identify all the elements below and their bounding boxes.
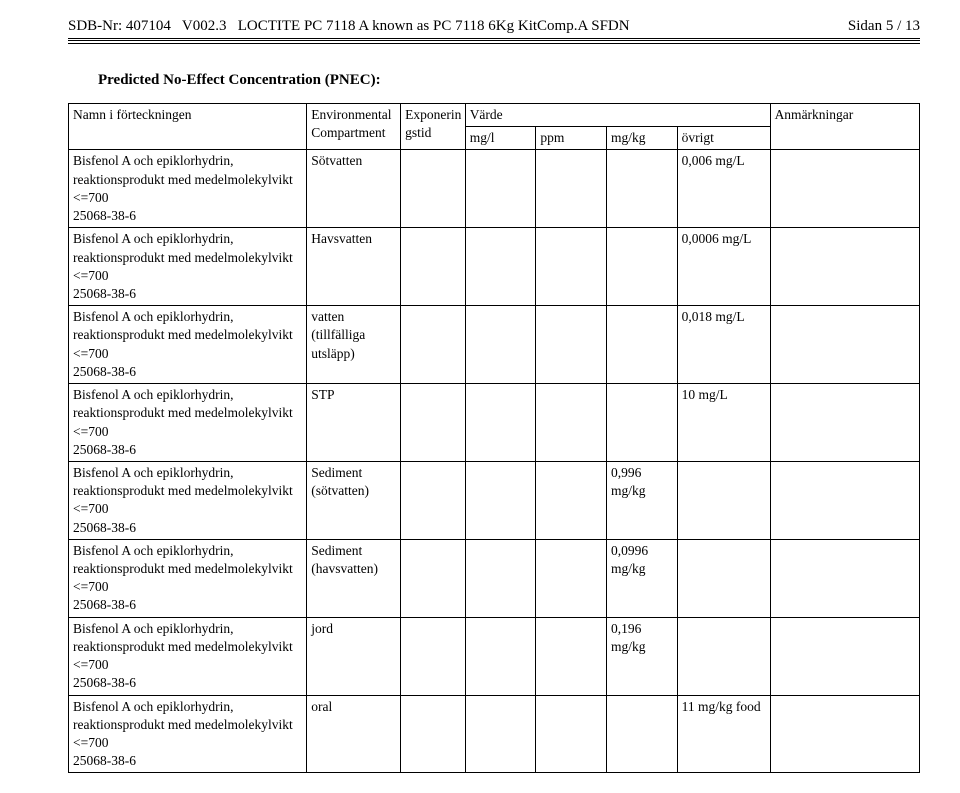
cell-ovrigt: 10 mg/L bbox=[677, 384, 770, 462]
cell-exp bbox=[401, 384, 466, 462]
col-varde: Värde bbox=[465, 104, 770, 127]
cell-mgl bbox=[465, 228, 536, 306]
cell-mgl bbox=[465, 617, 536, 695]
col-mgl: mg/l bbox=[465, 127, 536, 150]
cell-ppm bbox=[536, 228, 607, 306]
cell-mgkg bbox=[607, 695, 678, 773]
cell-ppm bbox=[536, 617, 607, 695]
cell-name: Bisfenol A och epiklorhydrin, reaktionsp… bbox=[69, 306, 307, 384]
pnec-table: Namn i förteckningen Environmental Compa… bbox=[68, 103, 920, 773]
cell-ppm bbox=[536, 150, 607, 228]
col-mgkg: mg/kg bbox=[607, 127, 678, 150]
cell-exp bbox=[401, 695, 466, 773]
cell-name: Bisfenol A och epiklorhydrin, reaktionsp… bbox=[69, 228, 307, 306]
cell-anm bbox=[770, 461, 919, 539]
cell-mgl bbox=[465, 150, 536, 228]
cell-ovrigt: 0,006 mg/L bbox=[677, 150, 770, 228]
rule-single bbox=[68, 43, 920, 44]
cell-env: jord bbox=[307, 617, 401, 695]
cell-env: vatten (tillfälliga utsläpp) bbox=[307, 306, 401, 384]
cell-ovrigt: 0,0006 mg/L bbox=[677, 228, 770, 306]
col-env: Environmental Compartment bbox=[307, 104, 401, 150]
cell-exp bbox=[401, 539, 466, 617]
cell-anm bbox=[770, 150, 919, 228]
rule-double bbox=[68, 38, 920, 41]
cell-anm bbox=[770, 695, 919, 773]
cell-mgkg bbox=[607, 150, 678, 228]
cell-ovrigt bbox=[677, 617, 770, 695]
cell-env: oral bbox=[307, 695, 401, 773]
col-anm: Anmärkningar bbox=[770, 104, 919, 150]
cell-ppm bbox=[536, 461, 607, 539]
cell-ovrigt bbox=[677, 539, 770, 617]
table-row: Bisfenol A och epiklorhydrin, reaktionsp… bbox=[69, 539, 920, 617]
cell-name: Bisfenol A och epiklorhydrin, reaktionsp… bbox=[69, 150, 307, 228]
col-name: Namn i förteckningen bbox=[69, 104, 307, 150]
cell-exp bbox=[401, 617, 466, 695]
cell-ppm bbox=[536, 695, 607, 773]
header-page: Sidan 5 / 13 bbox=[848, 18, 920, 35]
table-row: Bisfenol A och epiklorhydrin, reaktionsp… bbox=[69, 461, 920, 539]
cell-mgl bbox=[465, 461, 536, 539]
cell-name: Bisfenol A och epiklorhydrin, reaktionsp… bbox=[69, 539, 307, 617]
cell-env: Sötvatten bbox=[307, 150, 401, 228]
cell-ppm bbox=[536, 384, 607, 462]
table-row: Bisfenol A och epiklorhydrin, reaktionsp… bbox=[69, 384, 920, 462]
cell-exp bbox=[401, 228, 466, 306]
cell-exp bbox=[401, 461, 466, 539]
col-ovrigt: övrigt bbox=[677, 127, 770, 150]
table-row: Bisfenol A och epiklorhydrin, reaktionsp… bbox=[69, 306, 920, 384]
table-row: Bisfenol A och epiklorhydrin, reaktionsp… bbox=[69, 617, 920, 695]
cell-name: Bisfenol A och epiklorhydrin, reaktionsp… bbox=[69, 461, 307, 539]
cell-env: STP bbox=[307, 384, 401, 462]
cell-exp bbox=[401, 150, 466, 228]
col-ppm: ppm bbox=[536, 127, 607, 150]
cell-mgkg bbox=[607, 384, 678, 462]
cell-exp bbox=[401, 306, 466, 384]
cell-ovrigt: 0,018 mg/L bbox=[677, 306, 770, 384]
table-header-row-1: Namn i förteckningen Environmental Compa… bbox=[69, 104, 920, 127]
cell-mgl bbox=[465, 384, 536, 462]
cell-ppm bbox=[536, 539, 607, 617]
cell-anm bbox=[770, 306, 919, 384]
cell-mgkg bbox=[607, 306, 678, 384]
cell-ovrigt bbox=[677, 461, 770, 539]
cell-anm bbox=[770, 384, 919, 462]
cell-mgkg bbox=[607, 228, 678, 306]
cell-mgl bbox=[465, 695, 536, 773]
cell-ppm bbox=[536, 306, 607, 384]
cell-env: Havsvatten bbox=[307, 228, 401, 306]
table-row: Bisfenol A och epiklorhydrin, reaktionsp… bbox=[69, 695, 920, 773]
cell-ovrigt: 11 mg/kg food bbox=[677, 695, 770, 773]
cell-mgkg: 0,0996 mg/kg bbox=[607, 539, 678, 617]
header-left: SDB-Nr: 407104 V002.3 LOCTITE PC 7118 A … bbox=[68, 18, 630, 35]
cell-anm bbox=[770, 617, 919, 695]
table-row: Bisfenol A och epiklorhydrin, reaktionsp… bbox=[69, 228, 920, 306]
cell-name: Bisfenol A och epiklorhydrin, reaktionsp… bbox=[69, 384, 307, 462]
page-header: SDB-Nr: 407104 V002.3 LOCTITE PC 7118 A … bbox=[68, 18, 920, 35]
cell-anm bbox=[770, 539, 919, 617]
cell-mgkg: 0,196 mg/kg bbox=[607, 617, 678, 695]
cell-name: Bisfenol A och epiklorhydrin, reaktionsp… bbox=[69, 695, 307, 773]
cell-mgl bbox=[465, 539, 536, 617]
cell-mgl bbox=[465, 306, 536, 384]
cell-env: Sediment (sötvatten) bbox=[307, 461, 401, 539]
cell-mgkg: 0,996 mg/kg bbox=[607, 461, 678, 539]
col-exp: Exponerin gstid bbox=[401, 104, 466, 150]
table-row: Bisfenol A och epiklorhydrin, reaktionsp… bbox=[69, 150, 920, 228]
cell-env: Sediment (havsvatten) bbox=[307, 539, 401, 617]
cell-anm bbox=[770, 228, 919, 306]
cell-name: Bisfenol A och epiklorhydrin, reaktionsp… bbox=[69, 617, 307, 695]
section-title: Predicted No-Effect Concentration (PNEC)… bbox=[98, 72, 920, 89]
